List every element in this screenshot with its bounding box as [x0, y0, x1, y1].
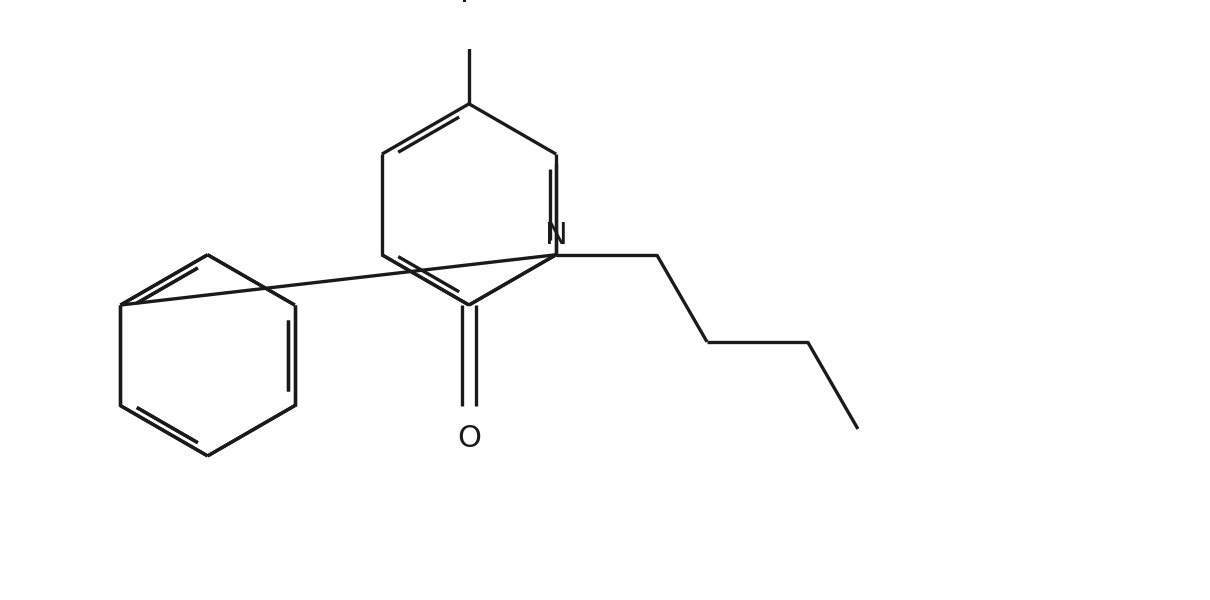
Text: O: O [457, 424, 482, 453]
Text: N: N [544, 221, 567, 250]
Text: F: F [460, 0, 478, 8]
